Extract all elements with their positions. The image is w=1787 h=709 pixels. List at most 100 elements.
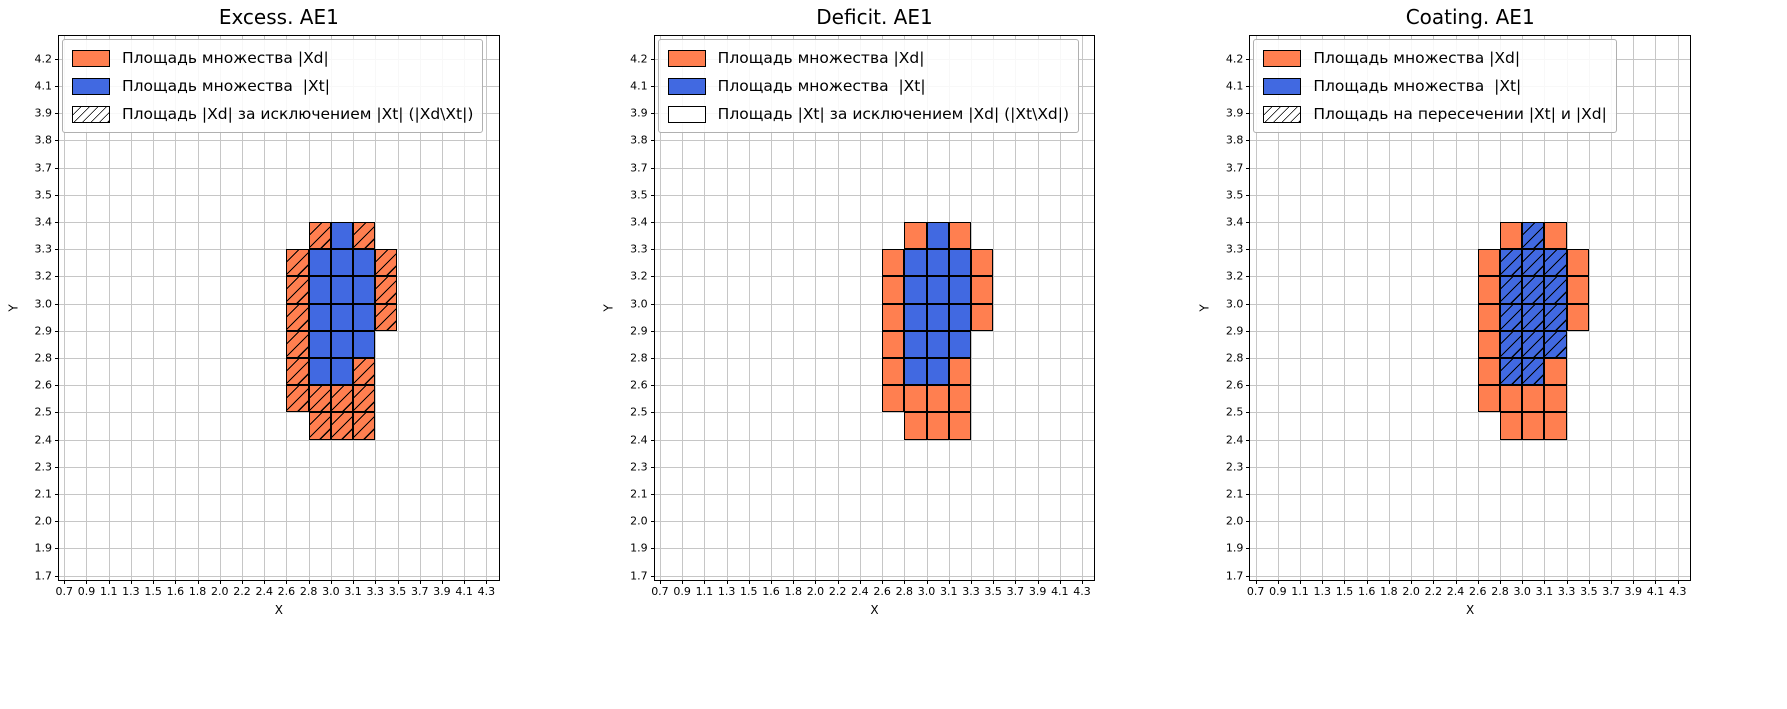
x-tick-label: 4.3 <box>477 585 496 598</box>
legend-swatch-xd <box>667 49 706 67</box>
cell-xd <box>882 385 905 413</box>
cell-xt-hatched <box>1499 276 1523 304</box>
legend-item-label: Площадь |Xd| за исключением |Xt| (|Xd\Xt… <box>122 105 474 123</box>
x-tick-mark <box>1277 580 1279 584</box>
x-tick-mark <box>219 580 221 584</box>
grid-line-h <box>654 548 1095 550</box>
x-tick-label: 4.1 <box>1646 585 1665 598</box>
cell-xd <box>1499 412 1523 440</box>
y-tick-label: 3.2 <box>34 269 53 283</box>
legend: Площадь множества |Xd| Площадь множества … <box>1253 39 1617 133</box>
x-tick-mark <box>882 580 884 584</box>
x-tick-label: 2.0 <box>806 585 825 598</box>
y-tick-label: 2.9 <box>34 324 53 338</box>
x-tick-mark <box>1082 580 1084 584</box>
x-tick-mark <box>970 580 972 584</box>
legend-item-label: Площадь множества |Xt| <box>122 77 330 95</box>
y-tick-mark <box>650 86 655 88</box>
grid-line-v <box>659 36 661 580</box>
grid-line-v <box>153 36 155 580</box>
cell-xt <box>904 358 927 386</box>
grid-line-h <box>654 385 1095 387</box>
x-tick-label: 4.3 <box>1073 585 1091 598</box>
grid-line-h <box>59 548 499 550</box>
plot-area: Площадь множества |Xd| Площадь множества … <box>1198 35 1692 617</box>
cell-xd <box>948 358 971 386</box>
grid-line-v <box>130 36 132 580</box>
legend-item: Площадь |Xt| за исключением |Xd| (|Xt\Xd… <box>667 100 1069 128</box>
grid-line-h <box>1250 330 1691 332</box>
cell-xt <box>948 249 971 277</box>
grid-line-h <box>59 303 499 305</box>
x-tick-mark <box>682 580 684 584</box>
y-tick-label: 3.4 <box>1225 215 1244 229</box>
legend-swatch-xd <box>1263 49 1302 67</box>
grid-line-h <box>1250 167 1691 169</box>
cell-xd <box>970 249 994 277</box>
grid-line-v <box>1633 36 1635 580</box>
legend-item: Площадь |Xd| за исключением |Xt| (|Xd\Xt… <box>72 100 473 128</box>
grid-line-v <box>241 36 243 580</box>
x-tick-mark <box>1015 580 1017 584</box>
cell-xt <box>926 276 949 304</box>
cell-xd <box>1544 358 1567 386</box>
x-tick-mark <box>1366 580 1368 584</box>
y-tick-label: 2.6 <box>34 378 53 392</box>
cell-xd <box>1477 330 1500 359</box>
x-tick-label: 3.0 <box>917 585 936 598</box>
x-tick-label: 3.9 <box>1028 585 1047 598</box>
x-tick-mark <box>153 580 155 584</box>
x-tick-label: 3.7 <box>410 585 429 598</box>
grid-line-v <box>1611 36 1613 580</box>
legend-swatch-xt <box>72 77 110 95</box>
cell-xd-hatched <box>375 303 398 331</box>
grid-line-h <box>654 466 1095 468</box>
y-tick-label: 2.4 <box>1225 433 1244 447</box>
y-tick-label: 2.5 <box>630 405 648 419</box>
legend-swatch-hatch <box>72 105 110 123</box>
cell-xt <box>904 303 927 331</box>
x-tick-label: 2.0 <box>1402 585 1420 598</box>
cell-xd <box>1544 385 1567 413</box>
y-tick-label: 3.7 <box>34 161 53 175</box>
x-tick-mark <box>108 580 110 584</box>
grid-line-h <box>654 521 1095 523</box>
x-tick-label: 1.3 <box>122 585 140 598</box>
y-tick-mark <box>1246 194 1251 196</box>
grid-line-v <box>748 36 750 580</box>
grid-line-h <box>1250 249 1691 251</box>
x-tick-label: 0.7 <box>651 585 669 598</box>
y-tick-label: 2.6 <box>1225 378 1244 392</box>
y-tick-mark <box>55 385 59 387</box>
x-tick-label: 2.6 <box>277 585 296 598</box>
x-tick-label: 2.8 <box>1491 585 1509 598</box>
cell-xd <box>1499 222 1523 250</box>
y-tick-mark <box>650 358 655 360</box>
y-tick-label: 3.4 <box>34 215 53 229</box>
y-tick-mark <box>1246 249 1251 251</box>
cell-xd <box>1566 303 1589 331</box>
cell-xt <box>926 222 949 250</box>
x-axis-label: X <box>274 603 283 617</box>
x-tick-mark <box>1433 580 1435 584</box>
legend-item-label: Площадь множества |Xt| <box>717 77 926 95</box>
grid-line-v <box>993 36 995 580</box>
y-tick-label: 2.3 <box>1225 460 1244 474</box>
x-tick-label: 1.5 <box>1335 585 1354 598</box>
cell-xt <box>353 330 376 359</box>
x-tick-mark <box>793 580 795 584</box>
legend-item-label: Площадь множества |Xd| <box>122 49 329 67</box>
x-tick-mark <box>948 580 950 584</box>
x-tick-mark <box>1037 580 1039 584</box>
x-tick-label: 2.2 <box>1424 585 1443 598</box>
x-tick-label: 1.6 <box>1357 585 1376 598</box>
y-tick-mark <box>650 575 655 577</box>
y-tick-mark <box>650 385 655 387</box>
cell-xt <box>904 276 927 304</box>
x-tick-label: 4.1 <box>1051 585 1069 598</box>
grid-line-h <box>654 303 1095 305</box>
cell-xd <box>1566 249 1589 277</box>
grid-line-h <box>59 167 499 169</box>
x-tick-mark <box>815 580 817 584</box>
grid-line-v <box>64 36 66 580</box>
